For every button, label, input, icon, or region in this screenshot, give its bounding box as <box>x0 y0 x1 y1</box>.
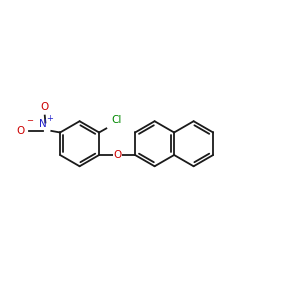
Text: Cl: Cl <box>111 115 122 125</box>
Text: +: + <box>46 114 53 123</box>
Text: N: N <box>39 119 46 129</box>
Text: −: − <box>26 117 33 126</box>
Text: O: O <box>16 126 24 136</box>
Text: O: O <box>113 150 121 160</box>
Text: O: O <box>40 102 49 112</box>
